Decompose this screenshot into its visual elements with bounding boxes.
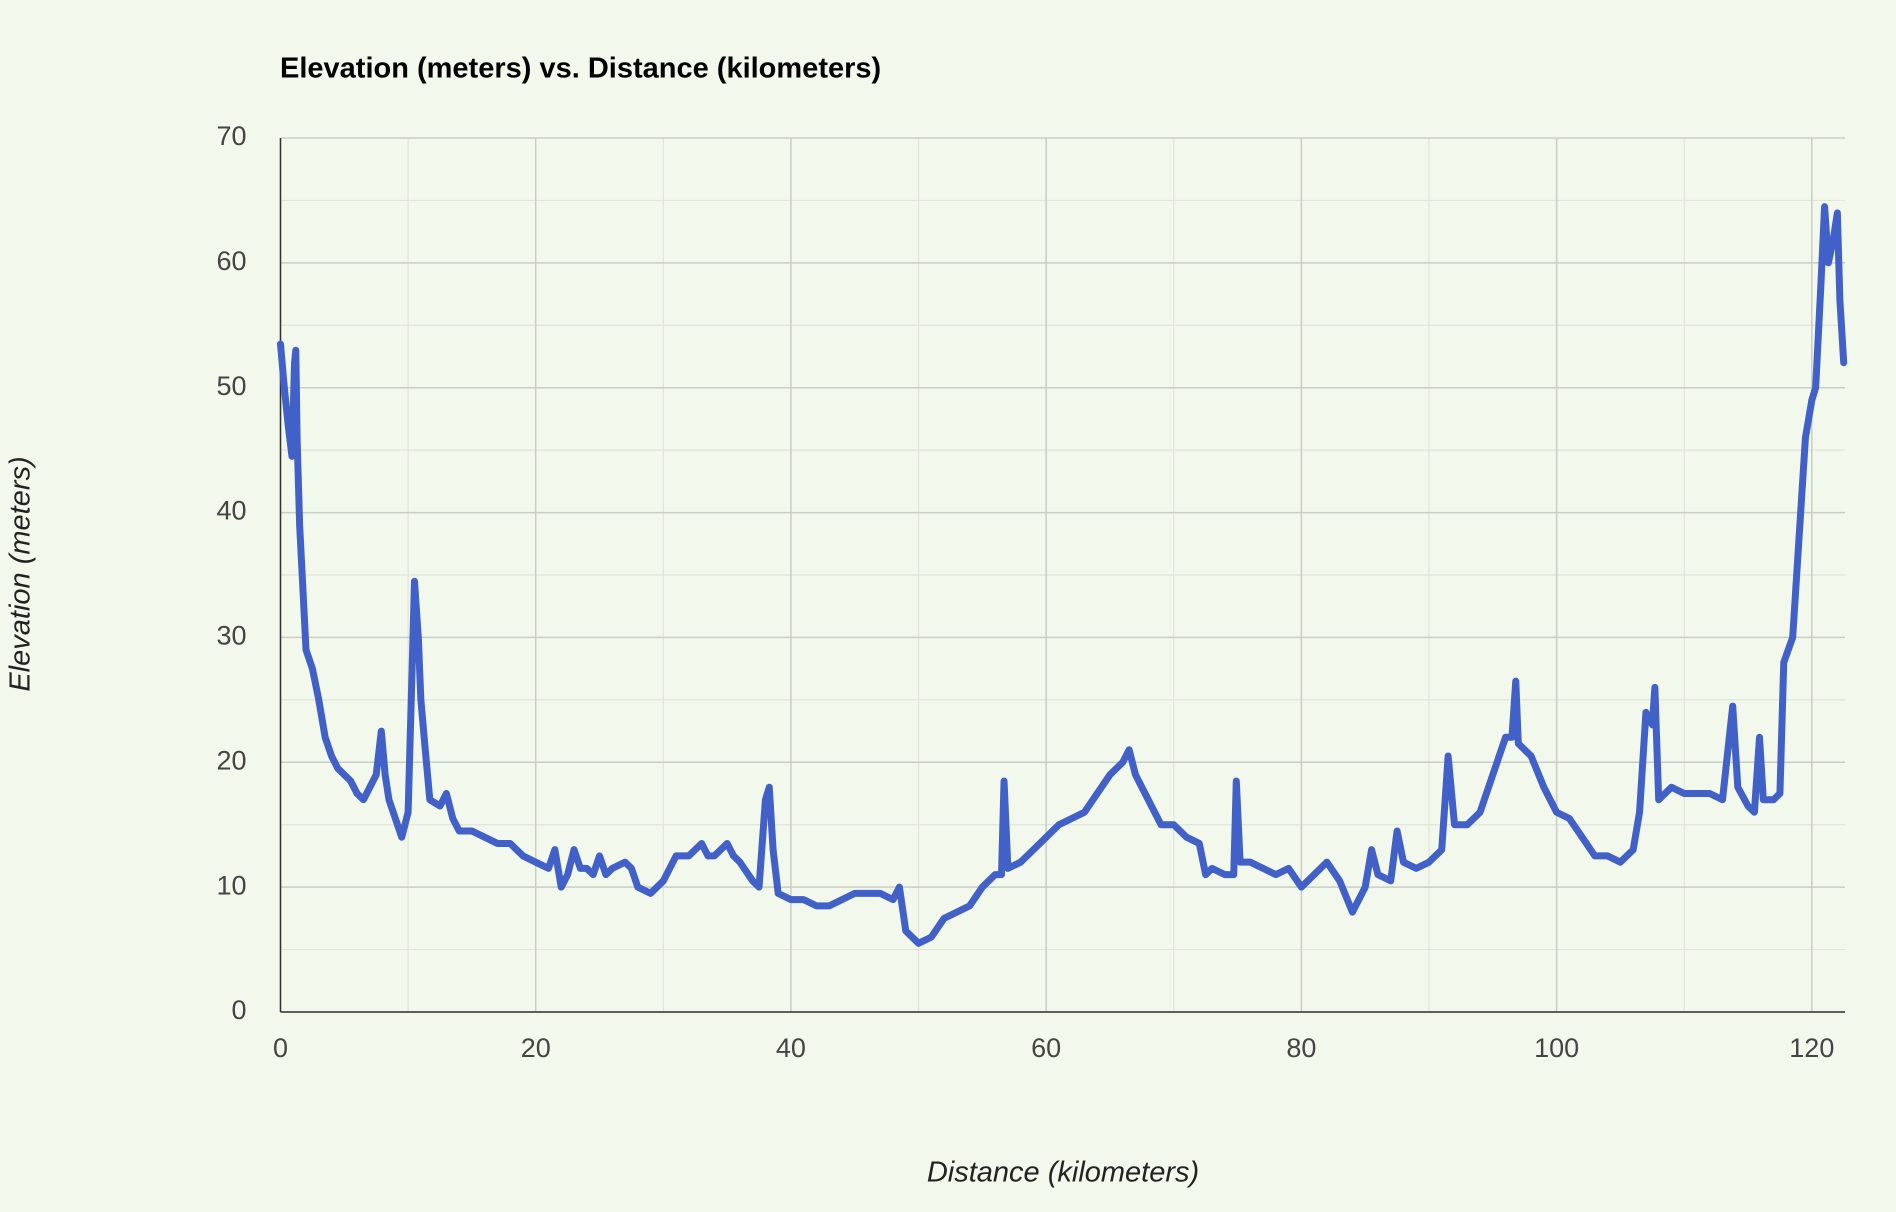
x-tick-label: 0 — [273, 1033, 288, 1063]
x-tick-label: 120 — [1789, 1033, 1834, 1063]
y-tick-label: 70 — [216, 121, 246, 151]
y-tick-label: 10 — [216, 870, 246, 900]
x-tick-label: 40 — [776, 1033, 806, 1063]
elevation-line — [277, 203, 1848, 947]
x-tick-label: 20 — [521, 1033, 551, 1063]
x-tick-label: 60 — [1031, 1033, 1061, 1063]
y-tick-label: 30 — [216, 621, 246, 651]
x-tick-label: 80 — [1286, 1033, 1316, 1063]
y-tick-label: 60 — [216, 246, 246, 276]
x-axis-title: Distance (kilometers) — [927, 1157, 1199, 1189]
chart-title: Elevation (meters) vs. Distance (kilomet… — [280, 53, 881, 85]
y-tick-label: 20 — [216, 745, 246, 775]
y-axis-title: Elevation (meters) — [5, 456, 37, 691]
x-tick-label: 100 — [1534, 1033, 1579, 1063]
y-tick-label: 0 — [231, 995, 246, 1025]
y-tick-label: 50 — [216, 371, 246, 401]
y-tick-label: 40 — [216, 496, 246, 526]
